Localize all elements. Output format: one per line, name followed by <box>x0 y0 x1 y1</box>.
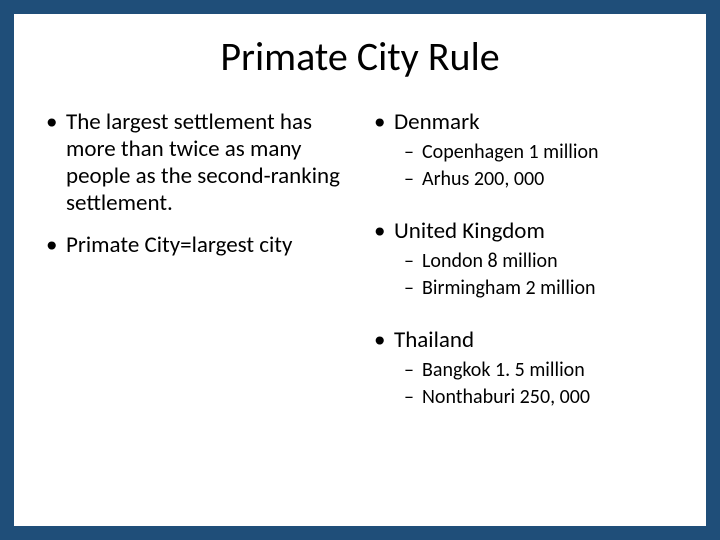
left-bullet: Primate City=largest city <box>44 232 348 259</box>
country-item: Denmark Copenhagen 1 million Arhus 200, … <box>372 109 676 204</box>
city-item: Nonthaburi 250, 000 <box>404 385 676 410</box>
country-name: Thailand <box>394 326 474 354</box>
right-bullet-list: Denmark Copenhagen 1 million Arhus 200, … <box>372 109 676 410</box>
slide: Primate City Rule The largest settlement… <box>0 0 720 540</box>
country-name: United Kingdom <box>394 217 545 245</box>
left-bullet: The largest settlement has more than twi… <box>44 109 348 218</box>
city-item: London 8 million <box>404 249 676 274</box>
city-item: Arhus 200, 000 <box>404 167 676 192</box>
spacer <box>394 303 676 313</box>
spacer <box>394 194 676 204</box>
city-item: Birmingham 2 million <box>404 276 676 301</box>
country-item: Thailand Bangkok 1. 5 million Nonthaburi… <box>372 327 676 410</box>
city-item: Bangkok 1. 5 million <box>404 358 676 383</box>
city-item: Copenhagen 1 million <box>404 140 676 165</box>
left-bullet-list: The largest settlement has more than twi… <box>44 109 348 259</box>
city-list: Copenhagen 1 million Arhus 200, 000 <box>394 140 676 192</box>
country-name: Denmark <box>394 108 480 136</box>
left-column: The largest settlement has more than twi… <box>44 109 348 424</box>
city-list: London 8 million Birmingham 2 million <box>394 249 676 301</box>
right-column: Denmark Copenhagen 1 million Arhus 200, … <box>372 109 676 424</box>
slide-title: Primate City Rule <box>14 14 706 91</box>
city-list: Bangkok 1. 5 million Nonthaburi 250, 000 <box>394 358 676 410</box>
content-columns: The largest settlement has more than twi… <box>14 91 706 424</box>
country-item: United Kingdom London 8 million Birmingh… <box>372 218 676 313</box>
